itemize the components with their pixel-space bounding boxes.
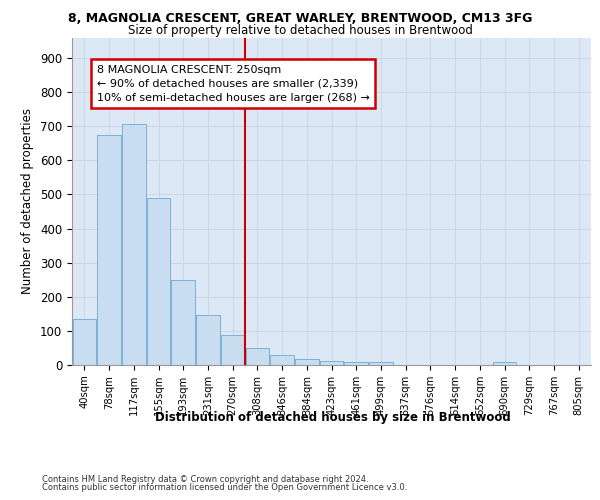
Bar: [172, 280, 195, 365]
Bar: [271, 356, 294, 365]
Bar: [147, 198, 170, 365]
Bar: [295, 359, 319, 365]
Bar: [221, 335, 244, 365]
Text: Distribution of detached houses by size in Brentwood: Distribution of detached houses by size …: [155, 411, 511, 424]
Bar: [369, 362, 392, 365]
Bar: [245, 348, 269, 365]
Text: Size of property relative to detached houses in Brentwood: Size of property relative to detached ho…: [128, 24, 472, 37]
Text: Contains public sector information licensed under the Open Government Licence v3: Contains public sector information licen…: [42, 484, 407, 492]
Bar: [493, 362, 516, 365]
Text: 8 MAGNOLIA CRESCENT: 250sqm
← 90% of detached houses are smaller (2,339)
10% of : 8 MAGNOLIA CRESCENT: 250sqm ← 90% of det…: [97, 65, 370, 103]
Text: Contains HM Land Registry data © Crown copyright and database right 2024.: Contains HM Land Registry data © Crown c…: [42, 475, 368, 484]
Text: 8, MAGNOLIA CRESCENT, GREAT WARLEY, BRENTWOOD, CM13 3FG: 8, MAGNOLIA CRESCENT, GREAT WARLEY, BREN…: [68, 12, 532, 26]
Bar: [320, 361, 343, 365]
Bar: [97, 134, 121, 365]
Bar: [344, 362, 368, 365]
Y-axis label: Number of detached properties: Number of detached properties: [22, 108, 34, 294]
Bar: [196, 314, 220, 365]
Bar: [73, 319, 96, 365]
Bar: [122, 124, 146, 365]
